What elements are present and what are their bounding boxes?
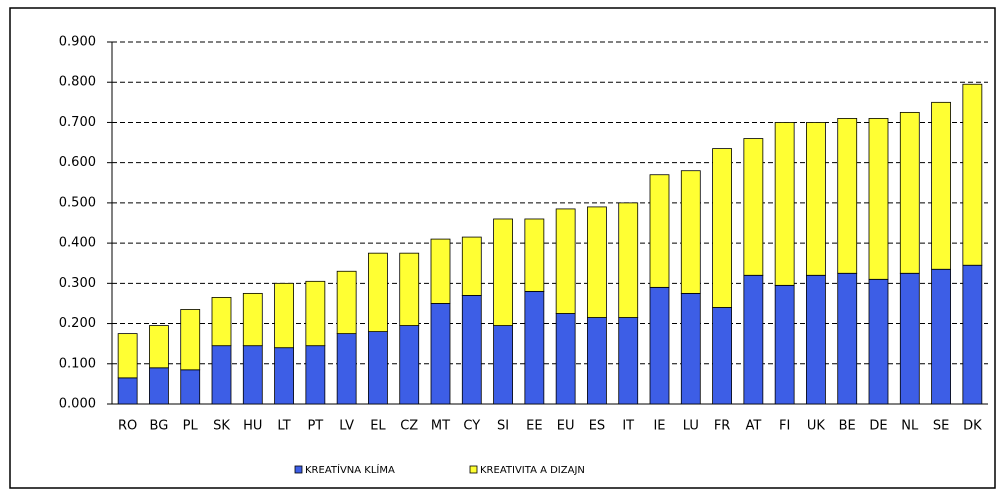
x-tick-label: FI	[779, 419, 790, 434]
x-tick-label: MT	[431, 419, 450, 434]
bar-segment	[555, 208, 576, 314]
bar-segment	[868, 278, 889, 405]
bar-segment	[274, 347, 294, 405]
x-tick-label: DK	[963, 419, 982, 434]
x-tick-label: FR	[714, 419, 731, 434]
y-tick-label: 0.700	[59, 115, 96, 130]
legend-swatch	[469, 465, 478, 474]
x-tick-label: UK	[807, 419, 826, 434]
bar-segment	[868, 118, 889, 280]
bar-segment	[336, 333, 357, 405]
bar-segment	[524, 290, 545, 405]
legend-label: KREATÍVNA KLÍMA	[305, 463, 395, 476]
bar-segment	[242, 292, 263, 347]
bar-segment	[430, 303, 451, 405]
x-tick-label: EL	[370, 419, 386, 434]
bar-segment	[680, 170, 701, 294]
bar-segment	[149, 367, 169, 405]
bar-segment	[743, 274, 764, 405]
bar-segment	[899, 111, 920, 274]
bar-segment	[149, 325, 169, 369]
bar-segment	[680, 292, 701, 405]
bar-segment	[962, 264, 983, 405]
x-tick-label: SE	[933, 419, 949, 434]
bar-segment	[931, 101, 951, 270]
bar-segment	[180, 369, 201, 405]
x-tick-label: SI	[497, 419, 509, 434]
bar-segment	[493, 218, 513, 326]
bar-segment	[399, 252, 420, 326]
x-tick-label: ES	[589, 419, 605, 434]
x-tick-label: LV	[339, 419, 354, 434]
x-tick-label: CY	[463, 419, 480, 434]
bar-segment	[274, 282, 294, 349]
x-tick-label: LT	[277, 419, 290, 434]
x-tick-label: IT	[622, 419, 634, 434]
x-tick-label: EE	[526, 419, 542, 434]
bar-segment	[743, 138, 764, 276]
bar-segment	[117, 377, 138, 405]
x-tick-label: IE	[653, 419, 665, 434]
y-tick-label: 0.000	[59, 397, 96, 412]
bar-segment	[618, 202, 639, 318]
x-tick-label: EU	[557, 419, 575, 434]
bar-segment	[899, 272, 920, 405]
x-tick-label: CZ	[400, 419, 418, 434]
x-tick-label: PL	[183, 419, 199, 434]
bar-segment	[180, 309, 201, 371]
bar-segment	[399, 325, 420, 405]
bar-segment	[211, 345, 232, 405]
x-tick-label: RO	[118, 419, 137, 434]
x-tick-label: AT	[745, 419, 761, 434]
x-tick-label: BE	[839, 419, 856, 434]
bar-segment	[837, 118, 858, 274]
x-tick-label: DE	[869, 419, 887, 434]
x-tick-label: PT	[307, 419, 323, 434]
bar-segment	[242, 345, 263, 405]
y-tick-label: 0.800	[59, 75, 96, 90]
bar-segment	[305, 280, 326, 347]
bar-segment	[117, 333, 138, 379]
bar-segment	[962, 83, 983, 266]
legend-swatch	[294, 465, 303, 474]
bar-segment	[587, 317, 607, 405]
bar-segment	[931, 268, 951, 405]
bar-segment	[618, 317, 639, 405]
x-tick-label: HU	[243, 419, 262, 434]
bar-segment	[461, 294, 482, 405]
legend-label: KREATIVITA A DIZAJN	[480, 465, 585, 476]
bar-segment	[806, 274, 826, 405]
bar-segment	[649, 286, 670, 405]
bar-segment	[430, 238, 451, 304]
x-tick-label: NL	[901, 419, 919, 434]
bar-segment	[493, 325, 513, 405]
bar-segment	[555, 313, 576, 405]
bar-segment	[712, 307, 732, 405]
bar-segment	[211, 297, 232, 347]
bar-segment	[587, 206, 607, 318]
bar-segment	[806, 122, 826, 276]
bar-segment	[461, 236, 482, 296]
y-tick-label: 0.100	[59, 356, 96, 371]
bar-segment	[305, 345, 326, 405]
y-tick-label: 0.300	[59, 276, 96, 291]
x-tick-label: LU	[683, 419, 699, 434]
bar-segment	[774, 284, 795, 405]
bar-segment	[712, 148, 732, 308]
y-tick-label: 0.500	[59, 195, 96, 210]
bar-segment	[368, 252, 388, 333]
y-tick-label: 0.400	[59, 236, 96, 251]
y-tick-label: 0.600	[59, 155, 96, 170]
x-tick-label: BG	[150, 419, 169, 434]
y-tick-label: 0.200	[59, 316, 96, 331]
y-tick-label: 0.900	[59, 35, 96, 50]
bar-segment	[524, 218, 545, 292]
bar-segment	[368, 331, 388, 405]
bar-segment	[837, 272, 858, 405]
x-tick-label: SK	[213, 419, 230, 434]
bar-segment	[649, 174, 670, 288]
bar-segment	[336, 270, 357, 335]
bar-segment	[774, 122, 795, 286]
